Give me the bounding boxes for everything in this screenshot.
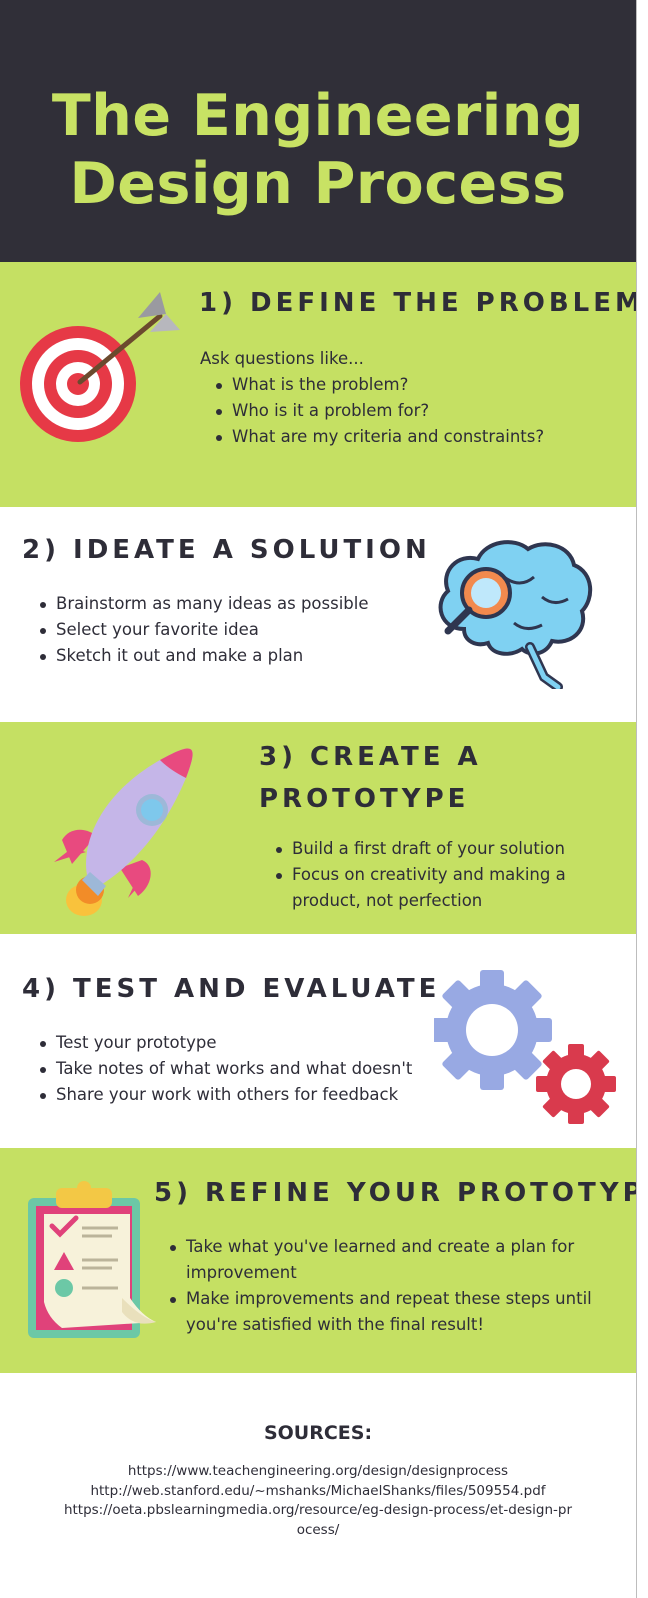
list-item: Take what you've learned and create a pl… (166, 1234, 596, 1286)
step-1-body: Ask questions like... What is the proble… (200, 346, 544, 450)
title-line-2: Design Process (69, 151, 567, 217)
step-4-heading: 4) TEST AND EVALUATE (22, 974, 441, 1004)
step-3-heading-line-1: 3) CREATE A (259, 742, 482, 772)
step-5-list: Take what you've learned and create a pl… (166, 1234, 596, 1338)
step-2-heading: 2) IDEATE A SOLUTION (22, 535, 431, 565)
source-link[interactable]: https://www.teachengineering.org/design/… (127, 1463, 509, 1479)
clipboard-checklist-icon (22, 1178, 158, 1346)
rocket-icon (50, 740, 200, 924)
list-item: Who is it a problem for? (212, 398, 544, 424)
step-4-section: 4) TEST AND EVALUATE Test your prototype… (0, 934, 636, 1148)
step-4-body: Test your prototype Take notes of what w… (36, 1030, 412, 1108)
list-item: Make improvements and repeat these steps… (166, 1286, 596, 1338)
list-item: What are my criteria and constraints? (212, 424, 544, 450)
gears-icon (432, 970, 620, 1134)
list-item: Test your prototype (36, 1030, 412, 1056)
list-item: Take notes of what works and what doesn'… (36, 1056, 412, 1082)
step-2-list: Brainstorm as many ideas as possible Sel… (36, 591, 369, 669)
list-item: What is the problem? (212, 372, 544, 398)
step-1-intro: Ask questions like... (200, 349, 364, 368)
step-5-body: Take what you've learned and create a pl… (166, 1234, 596, 1338)
step-1-list: What is the problem? Who is it a problem… (212, 372, 544, 450)
step-3-section: 3) CREATE A PROTOTYPE Build a first draf… (0, 722, 636, 934)
source-link[interactable]: https://oeta.pbslearningmedia.org/resour… (63, 1502, 573, 1538)
step-1-heading: 1) DEFINE THE PROBLEM (199, 288, 637, 318)
step-3-heading: 3) CREATE A PROTOTYPE (259, 736, 482, 820)
step-3-list: Build a first draft of your solution Foc… (272, 836, 602, 914)
source-link[interactable]: http://web.stanford.edu/~mshanks/Michael… (90, 1482, 546, 1499)
step-3-heading-line-2: PROTOTYPE (259, 784, 470, 814)
header-banner: The Engineering Design Process (0, 0, 636, 262)
list-item: Share your work with others for feedback (36, 1082, 412, 1108)
page-title: The Engineering Design Process (0, 82, 636, 218)
sources-heading: SOURCES: (263, 1422, 373, 1444)
step-5-heading: 5) REFINE YOUR PROTOTYPE (154, 1178, 637, 1208)
list-item: Sketch it out and make a plan (36, 643, 369, 669)
step-5-section: 5) REFINE YOUR PROTOTYPE Take what you'v… (0, 1148, 636, 1373)
list-item: Focus on creativity and making a product… (272, 862, 602, 914)
step-3-body: Build a first draft of your solution Foc… (272, 836, 602, 914)
sources-list: https://www.teachengineering.org/design/… (60, 1462, 576, 1540)
step-2-section: 2) IDEATE A SOLUTION Brainstorm as many … (0, 507, 636, 722)
step-1-section: 1) DEFINE THE PROBLEM Ask questions like… (0, 262, 636, 507)
list-item: Brainstorm as many ideas as possible (36, 591, 369, 617)
list-item: Build a first draft of your solution (272, 836, 602, 862)
step-2-body: Brainstorm as many ideas as possible Sel… (36, 591, 369, 669)
list-item: Select your favorite idea (36, 617, 369, 643)
brain-magnifier-icon (434, 537, 596, 693)
step-4-list: Test your prototype Take notes of what w… (36, 1030, 412, 1108)
title-line-1: The Engineering (51, 83, 585, 149)
target-arrow-icon (20, 288, 190, 452)
